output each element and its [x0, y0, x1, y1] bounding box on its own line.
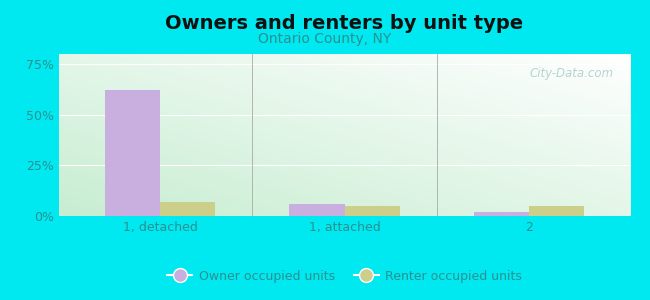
- Bar: [344, 206, 400, 216]
- Text: City-Data.com: City-Data.com: [529, 67, 614, 80]
- Bar: [289, 204, 344, 216]
- Title: Owners and renters by unit type: Owners and renters by unit type: [166, 14, 523, 33]
- Text: Ontario County, NY: Ontario County, NY: [259, 32, 391, 46]
- Bar: [160, 202, 215, 216]
- Bar: [529, 206, 584, 216]
- Legend: Owner occupied units, Renter occupied units: Owner occupied units, Renter occupied un…: [162, 265, 526, 287]
- Bar: [105, 91, 160, 216]
- Bar: [474, 212, 529, 216]
